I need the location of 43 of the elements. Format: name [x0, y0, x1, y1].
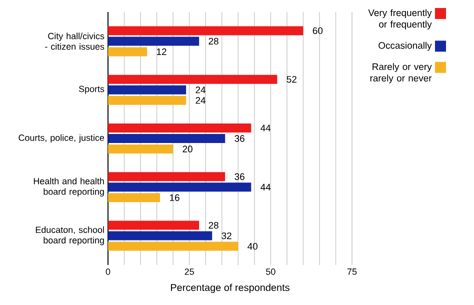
y-tick-label: Sports [78, 86, 104, 94]
y-tick-label: Courts, police, justice [18, 134, 104, 143]
x-tick-label: 50 [266, 268, 276, 275]
bar [108, 182, 252, 192]
bar [108, 231, 212, 240]
y-tick-label: Health and health board reporting [34, 178, 104, 197]
legend-label: Rarely or very rarely or never [370, 63, 432, 84]
data-label: 44 [260, 184, 271, 190]
bar [108, 36, 200, 46]
data-label: 40 [248, 242, 258, 250]
bar [108, 47, 148, 56]
legend-label: Occasionally [378, 42, 432, 51]
bar [108, 26, 304, 36]
bar [108, 85, 186, 94]
data-label: 20 [182, 146, 192, 152]
data-label: 16 [170, 194, 180, 202]
bar [108, 242, 238, 251]
x-tick-label: 0 [106, 268, 110, 275]
data-label: 24 [196, 86, 206, 94]
x-tick-label: 25 [184, 268, 194, 275]
data-label: 28 [208, 222, 218, 229]
data-label: 52 [286, 76, 296, 83]
data-label: 36 [234, 135, 244, 142]
legend-label: Very frequently or frequently [368, 9, 432, 30]
bar [108, 193, 160, 202]
data-label: 28 [208, 38, 218, 45]
data-label: 12 [156, 48, 166, 55]
bar [108, 124, 252, 132]
bar [108, 96, 186, 105]
x-tick-label: 75 [347, 268, 357, 275]
data-label: 44 [260, 124, 271, 132]
x-axis-title: Percentage of respondents [170, 284, 290, 293]
bar [108, 74, 278, 84]
data-label: 32 [222, 232, 232, 240]
bar [108, 220, 200, 230]
bar [108, 134, 226, 143]
bar [108, 144, 174, 154]
y-tick-label: City hall/civics - citizen issues [45, 32, 104, 50]
data-label: 60 [312, 27, 323, 34]
data-label: 24 [196, 97, 206, 104]
data-label: 36 [234, 173, 244, 180]
y-tick-label: Educaton, school board reporting [36, 226, 104, 246]
bar [108, 172, 226, 182]
